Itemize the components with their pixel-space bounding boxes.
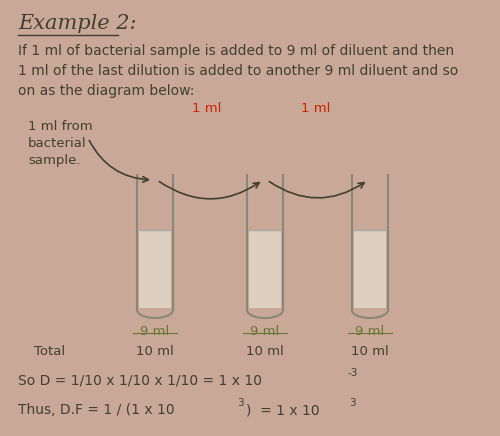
Text: So D = 1/10 x 1/10 x 1/10 = 1 x 10: So D = 1/10 x 1/10 x 1/10 = 1 x 10 [18, 373, 262, 387]
Text: Total: Total [34, 345, 66, 358]
Text: 3: 3 [349, 398, 356, 408]
Text: 10 ml: 10 ml [351, 345, 389, 358]
Text: 1 ml from
bacterial
sample.: 1 ml from bacterial sample. [28, 120, 92, 167]
Text: 10 ml: 10 ml [246, 345, 284, 358]
Text: 1 ml: 1 ml [302, 102, 330, 115]
Text: -3: -3 [348, 368, 358, 378]
Polygon shape [249, 230, 281, 308]
Text: 1 ml: 1 ml [192, 102, 222, 115]
Text: 3: 3 [237, 398, 244, 408]
Text: )  = 1 x 10: ) = 1 x 10 [246, 403, 320, 417]
Text: If 1 ml of bacterial sample is added to 9 ml of diluent and then
1 ml of the las: If 1 ml of bacterial sample is added to … [18, 44, 458, 98]
Text: 9 ml: 9 ml [140, 325, 170, 338]
Polygon shape [354, 230, 386, 308]
Text: Example 2:: Example 2: [18, 14, 136, 33]
Text: 10 ml: 10 ml [136, 345, 174, 358]
Text: Thus, D.F = 1 / (1 x 10: Thus, D.F = 1 / (1 x 10 [18, 403, 174, 417]
Polygon shape [139, 230, 171, 308]
Text: 9 ml: 9 ml [250, 325, 280, 338]
Text: 9 ml: 9 ml [356, 325, 384, 338]
